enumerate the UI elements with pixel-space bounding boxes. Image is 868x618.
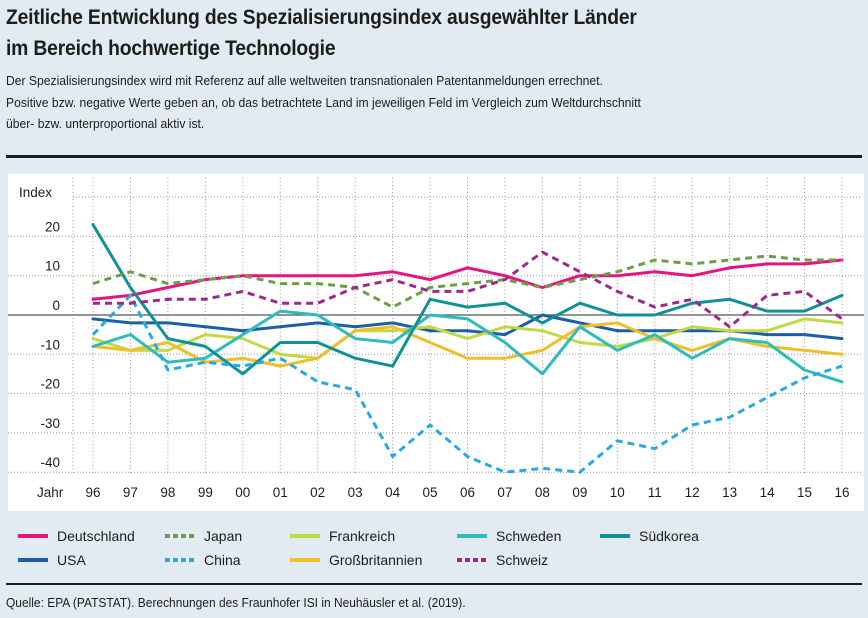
legend: Deutschland Japan Frankreich Schweden Südkor… (0, 520, 868, 580)
subtitle-line-2: Positive bzw. negative Werte geben an, o… (6, 94, 641, 110)
legend-swatch-icon (290, 534, 320, 538)
legend-swatch-icon (18, 534, 48, 538)
legend-label: China (204, 552, 241, 568)
legend-swatch-icon (457, 534, 487, 538)
series-line-schweiz (93, 250, 843, 329)
series-line-südkorea (91, 223, 844, 376)
x-tick-label: 12 (685, 485, 700, 500)
y-tick-label: 0 (52, 298, 60, 313)
legend-item: USA (18, 552, 86, 568)
x-tick-label: 16 (834, 485, 849, 500)
source-note: Quelle: EPA (PATSTAT). Berechnungen des … (6, 595, 466, 610)
x-tick-label: 03 (348, 485, 363, 500)
x-axis-label: Jahr (37, 485, 64, 500)
legend-item: Südkorea (600, 528, 699, 544)
y-axis-label: Index (19, 185, 52, 200)
y-tick-label: -20 (40, 377, 60, 392)
series-line-japan (92, 254, 842, 309)
legend-item: Deutschland (18, 528, 135, 544)
title-line-1: Zeitliche Entwicklung des Spezialisierun… (6, 6, 637, 29)
legend-swatch-icon (165, 558, 195, 562)
x-tick-label: 10 (610, 485, 625, 500)
x-tick-label: 98 (160, 485, 175, 500)
x-tick-label: 08 (535, 485, 550, 500)
series-line-frankreich (91, 317, 844, 360)
legend-label: Südkorea (639, 528, 699, 544)
series-line-deutschland (91, 258, 844, 301)
y-tick-label: -10 (40, 337, 60, 352)
legend-item: China (165, 552, 241, 568)
legend-label: Großbritannien (329, 552, 423, 568)
legend-item: Japan (165, 528, 242, 544)
x-tick-label: 13 (722, 485, 737, 500)
top-divider (6, 155, 862, 158)
legend-item: Schweiz (457, 552, 548, 568)
x-tick-label: 11 (648, 485, 662, 500)
x-tick-label: 04 (385, 485, 401, 500)
bottom-divider (6, 583, 862, 585)
legend-swatch-icon (457, 558, 487, 562)
x-tick-label: 14 (760, 485, 776, 500)
x-tick-label: 02 (310, 485, 325, 500)
x-tick-label: 97 (123, 485, 138, 500)
legend-label: Frankreich (329, 528, 396, 544)
legend-item: Frankreich (290, 528, 395, 544)
legend-item: Großbritannien (290, 552, 422, 568)
x-tick-label: 15 (797, 485, 812, 500)
x-tick-label: 01 (273, 485, 288, 500)
x-tick-label: 00 (235, 485, 250, 500)
y-tick-label: -30 (40, 416, 60, 431)
x-tick-label: 09 (572, 485, 587, 500)
grid (8, 178, 864, 473)
y-tick-label: -40 (40, 455, 60, 470)
legend-label: Japan (204, 528, 243, 544)
title-line-2: im Bereich hochwertige Technologie (6, 37, 336, 60)
y-tick-label: 10 (45, 259, 60, 274)
x-tick-label: 96 (85, 485, 100, 500)
legend-label: Schweden (496, 528, 562, 544)
series-line-großbritannien (91, 321, 844, 368)
legend-label: USA (57, 552, 86, 568)
legend-label: Deutschland (57, 528, 135, 544)
legend-swatch-icon (18, 558, 48, 562)
legend-label: Schweiz (496, 552, 549, 568)
x-tick-label: 07 (497, 485, 512, 500)
subtitle-line-1: Der Spezialisierungsindex wird mit Refer… (6, 73, 603, 88)
subtitle-line-3: über- bzw. unterproportional aktiv ist. (6, 116, 205, 131)
legend-item: Schweden (457, 528, 561, 544)
series-lines (91, 223, 844, 474)
series-line-china (91, 293, 843, 474)
legend-swatch-icon (600, 534, 630, 538)
legend-swatch-icon (165, 534, 195, 538)
y-tick-label: 20 (45, 219, 60, 234)
x-tick-label: 06 (460, 485, 475, 500)
series-line-schweden (91, 309, 844, 384)
chart-subtitle: Der Spezialisierungsindex wird mit Refer… (6, 70, 834, 135)
x-tick-label: 05 (423, 485, 438, 500)
x-tick-label: 99 (198, 485, 213, 500)
chart-title: Zeitliche Entwicklung des Spezialisierun… (6, 2, 852, 64)
axes: 20 10 0 -10 -20 -30 -40 Index Jahr 96 97 98 99 00 01 02… (19, 185, 850, 500)
legend-swatch-icon (290, 558, 320, 562)
